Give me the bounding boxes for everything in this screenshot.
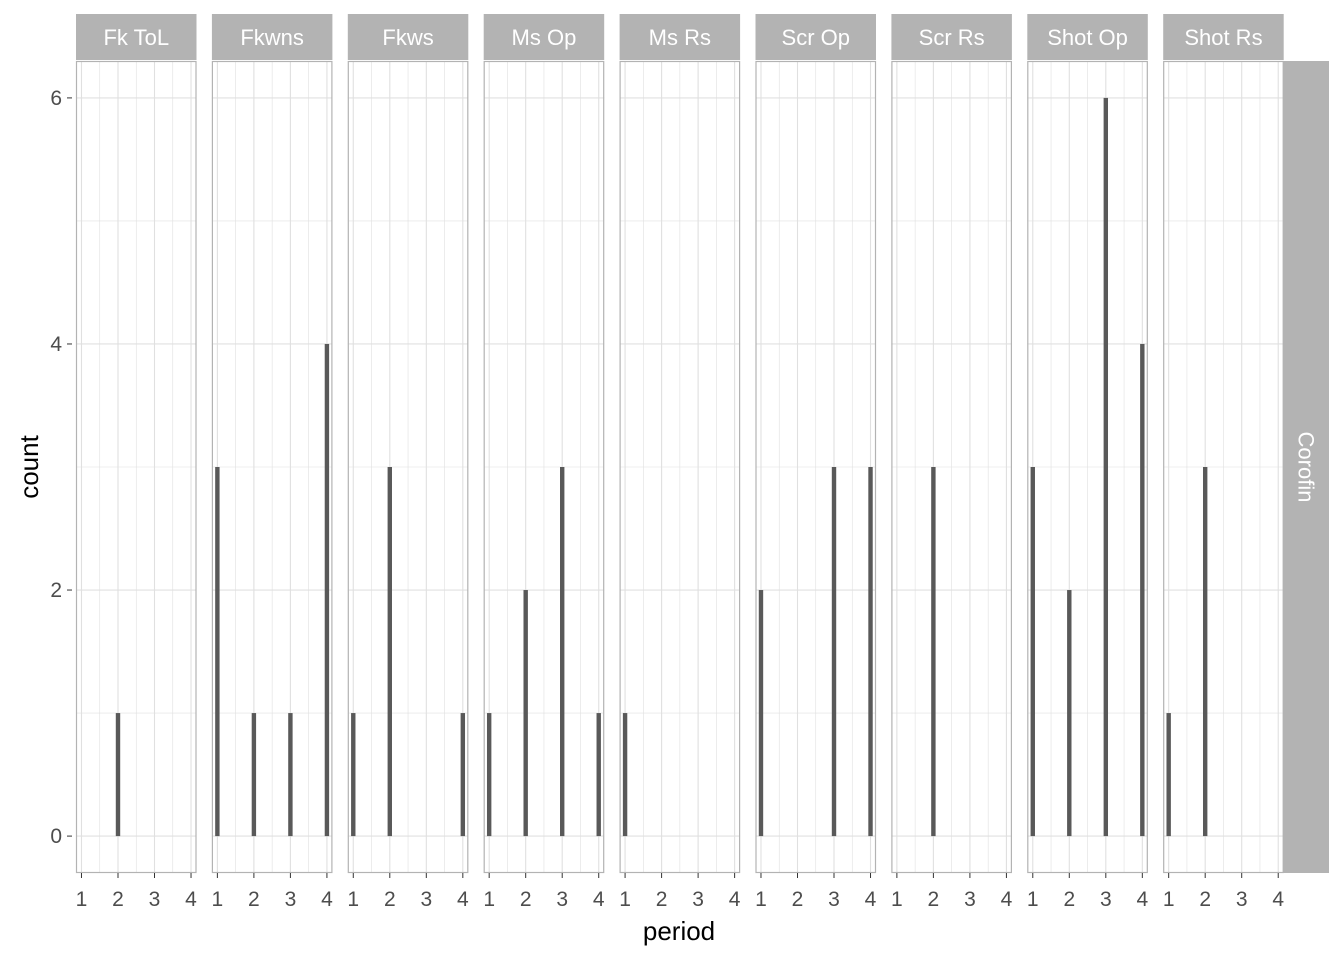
- x-tick-label: 1: [76, 888, 88, 911]
- panel-frames-layer: [75, 60, 1284, 874]
- y-axis-title: count: [14, 434, 44, 498]
- bar: [251, 713, 257, 837]
- bar: [351, 713, 356, 837]
- row-strip: [1283, 61, 1329, 873]
- bars-layer: [115, 97, 1208, 837]
- row-strip-label: Corofin: [1294, 432, 1319, 503]
- x-tick-label: 4: [593, 888, 605, 911]
- x-tick-label: 4: [321, 888, 333, 911]
- x-tick-label: 2: [928, 888, 940, 911]
- x-tick-label: 2: [1199, 888, 1211, 911]
- bar: [596, 713, 601, 837]
- panel-strip: [1163, 14, 1284, 60]
- bar: [523, 590, 528, 837]
- panel-strip: [891, 14, 1012, 60]
- bar: [868, 467, 873, 837]
- panel-strip-label: Ms Op: [512, 25, 577, 50]
- panel-border: [75, 60, 197, 874]
- x-tick-label: 4: [865, 888, 877, 911]
- bar: [1067, 590, 1072, 837]
- x-tick-label: 4: [1272, 888, 1284, 911]
- panel-strip-label: Fk ToL: [103, 25, 169, 50]
- bar: [758, 590, 764, 837]
- x-tick-label: 3: [964, 888, 976, 911]
- bar: [1202, 467, 1208, 837]
- x-tick-label: 4: [1001, 888, 1013, 911]
- panel-border: [755, 60, 877, 874]
- panel-border: [891, 60, 1013, 874]
- x-tick-label: 2: [520, 888, 532, 911]
- x-tick-label: 2: [384, 888, 396, 911]
- bar: [622, 713, 628, 837]
- panel-strip: [755, 14, 876, 60]
- bar: [460, 713, 466, 837]
- x-tick-label: 4: [1136, 888, 1148, 911]
- strips-layer: Fk ToL Fkwns Fkws Ms Op Ms Rs Scr Op Scr Rs Sho…: [76, 14, 1284, 60]
- panel-strip-label: Fkwns: [240, 25, 304, 50]
- x-tick-label: 1: [1027, 888, 1039, 911]
- panel-border: [1027, 60, 1148, 874]
- x-tick-label: 3: [556, 888, 568, 911]
- x-tick-label: 1: [347, 888, 359, 911]
- bar: [288, 713, 293, 837]
- y-tick-label: 6: [50, 87, 62, 110]
- bar: [931, 467, 936, 837]
- x-tick-label: 1: [1163, 888, 1175, 911]
- x-axis-title: period: [643, 916, 715, 946]
- panel-strip-label: Shot Op: [1047, 25, 1128, 50]
- x-tick-label: 4: [729, 888, 741, 911]
- bar: [486, 713, 492, 837]
- x-tick-label: 1: [755, 888, 767, 911]
- bar: [1166, 713, 1171, 837]
- panel-border: [483, 60, 605, 874]
- bar: [387, 467, 392, 837]
- grid-layer: [76, 61, 1284, 873]
- panel-strip: [483, 14, 605, 60]
- x-tick-label: 1: [212, 888, 224, 911]
- x-tick-label: 1: [483, 888, 495, 911]
- x-tick-label: 2: [1063, 888, 1075, 911]
- bar: [1030, 467, 1035, 837]
- bar: [1140, 343, 1145, 837]
- panel-strip: [1027, 14, 1148, 60]
- bar: [215, 467, 220, 837]
- panel-border: [211, 60, 333, 874]
- panel-border: [619, 60, 741, 874]
- x-tick-label: 3: [828, 888, 840, 911]
- x-tick-label: 4: [457, 888, 469, 911]
- panel-strip: [211, 14, 333, 60]
- x-tick-label: 3: [1100, 888, 1112, 911]
- bar: [115, 713, 121, 837]
- x-tick-label: 1: [619, 888, 631, 911]
- x-tick-label: 1: [891, 888, 903, 911]
- panel-border: [347, 60, 469, 874]
- y-tick-label: 0: [50, 825, 62, 848]
- bar: [324, 343, 330, 837]
- bar: [831, 467, 837, 837]
- y-tick-label: 2: [50, 579, 62, 602]
- x-tick-label: 3: [692, 888, 704, 911]
- x-tick-label: 3: [149, 888, 161, 911]
- panel-strip-label: Shot Rs: [1184, 25, 1262, 50]
- bar: [560, 467, 565, 837]
- panel-strip: [619, 14, 741, 60]
- y-tick-label: 4: [50, 333, 62, 356]
- bar: [1103, 97, 1109, 837]
- x-tick-label: 3: [1236, 888, 1248, 911]
- x-tick-label: 3: [420, 888, 432, 911]
- panel-strip: [76, 14, 197, 60]
- panel-strip-label: Ms Rs: [649, 25, 711, 50]
- x-tick-label: 2: [656, 888, 668, 911]
- panel-strip-label: Scr Rs: [919, 25, 985, 50]
- panel-strip-label: Fkws: [382, 25, 433, 50]
- x-tick-label: 3: [285, 888, 297, 911]
- x-tick-label: 2: [112, 888, 124, 911]
- x-tick-label: 2: [248, 888, 260, 911]
- panel-strip: [347, 14, 469, 60]
- x-tick-label: 4: [185, 888, 197, 911]
- panel-strip-label: Scr Op: [782, 25, 850, 50]
- x-tick-label: 2: [792, 888, 804, 911]
